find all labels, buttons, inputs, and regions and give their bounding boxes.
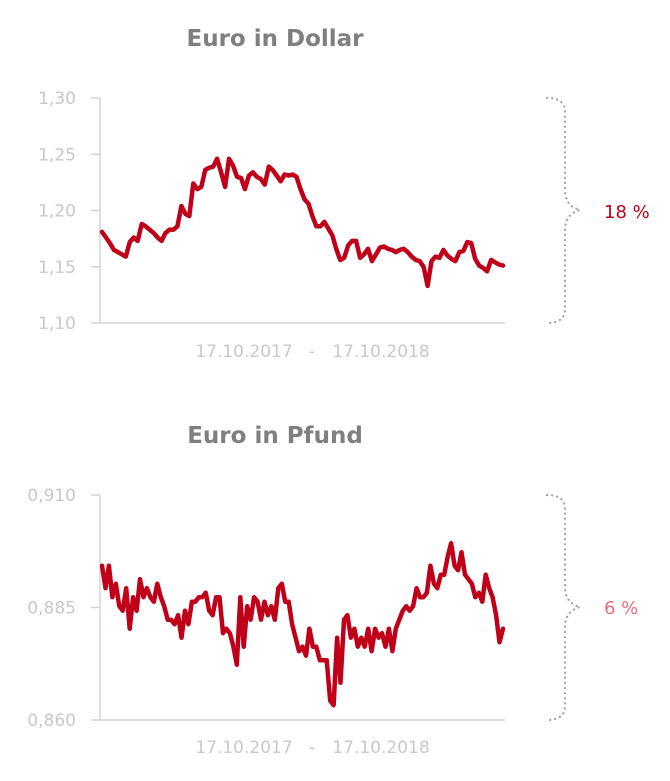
date-range-separator: - xyxy=(309,738,315,758)
chart-euro-pfund: Euro in Pfund 0,860 0,885 0,910 17.10.2017… xyxy=(27,423,638,758)
chart-title: Euro in Pfund xyxy=(187,423,363,449)
date-range-end: 17.10.2018 xyxy=(332,738,429,758)
y-tick-label: 1,30 xyxy=(38,89,76,109)
chart-title: Euro in Dollar xyxy=(186,26,364,52)
series-line-euro-pfund xyxy=(99,540,506,708)
date-range-separator: - xyxy=(309,342,315,362)
range-percent-label: 6 % xyxy=(604,598,638,619)
range-brace xyxy=(545,96,585,325)
y-axis-ticks: 0,860 0,885 0,910 xyxy=(27,486,100,731)
date-range-start: 17.10.2017 xyxy=(195,342,292,362)
date-range-end: 17.10.2018 xyxy=(332,342,429,362)
y-tick-label: 1,25 xyxy=(38,145,76,165)
y-tick-label: 1,10 xyxy=(38,314,76,334)
date-range-start: 17.10.2017 xyxy=(195,738,292,758)
range-percent-label: 18 % xyxy=(604,202,650,223)
series-line-euro-dollar xyxy=(99,156,506,289)
y-tick-label: 0,860 xyxy=(27,711,76,731)
chart-euro-dollar: Euro in Dollar 1,10 1,15 1,20 1,25 1,30 17.1… xyxy=(38,26,650,362)
y-tick-label: 1,20 xyxy=(38,202,76,222)
y-axis-ticks: 1,10 1,15 1,20 1,25 1,30 xyxy=(38,89,100,334)
y-tick-label: 0,910 xyxy=(27,486,76,506)
range-brace xyxy=(545,493,585,722)
y-tick-label: 0,885 xyxy=(27,599,76,619)
y-tick-label: 1,15 xyxy=(38,258,76,278)
